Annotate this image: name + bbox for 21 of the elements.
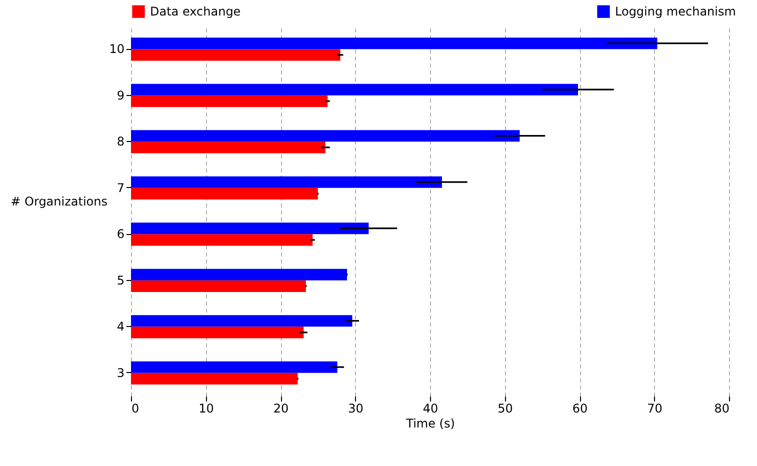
x-axis-title: Time (s) — [405, 416, 455, 430]
legend-label: Data exchange — [150, 4, 241, 19]
y-tick-label: 7 — [116, 180, 124, 195]
x-tick-label: 40 — [422, 402, 438, 416]
y-tick-label: 3 — [116, 366, 124, 380]
y-tick-label: 6 — [116, 227, 124, 242]
x-tick-label: 0 — [132, 402, 140, 416]
y-tick-label: 8 — [116, 134, 124, 149]
x-tick-label: 20 — [273, 402, 289, 416]
x-tick-label: 80 — [714, 402, 730, 416]
y-tick-label: 4 — [116, 320, 124, 334]
y-tick-label: 9 — [116, 88, 124, 102]
x-tick-label: 30 — [348, 402, 364, 416]
x-tick-label: 50 — [498, 402, 513, 416]
legend-label: Logging mechanism — [615, 4, 736, 19]
x-tick-label: 70 — [647, 402, 662, 416]
x-tick-label: 10 — [198, 402, 214, 416]
y-tick-label: 5 — [116, 273, 124, 288]
y-axis-title: # Organizations — [10, 194, 108, 208]
y-tick-label: 10 — [109, 42, 124, 56]
x-tick-label: 60 — [572, 402, 588, 416]
